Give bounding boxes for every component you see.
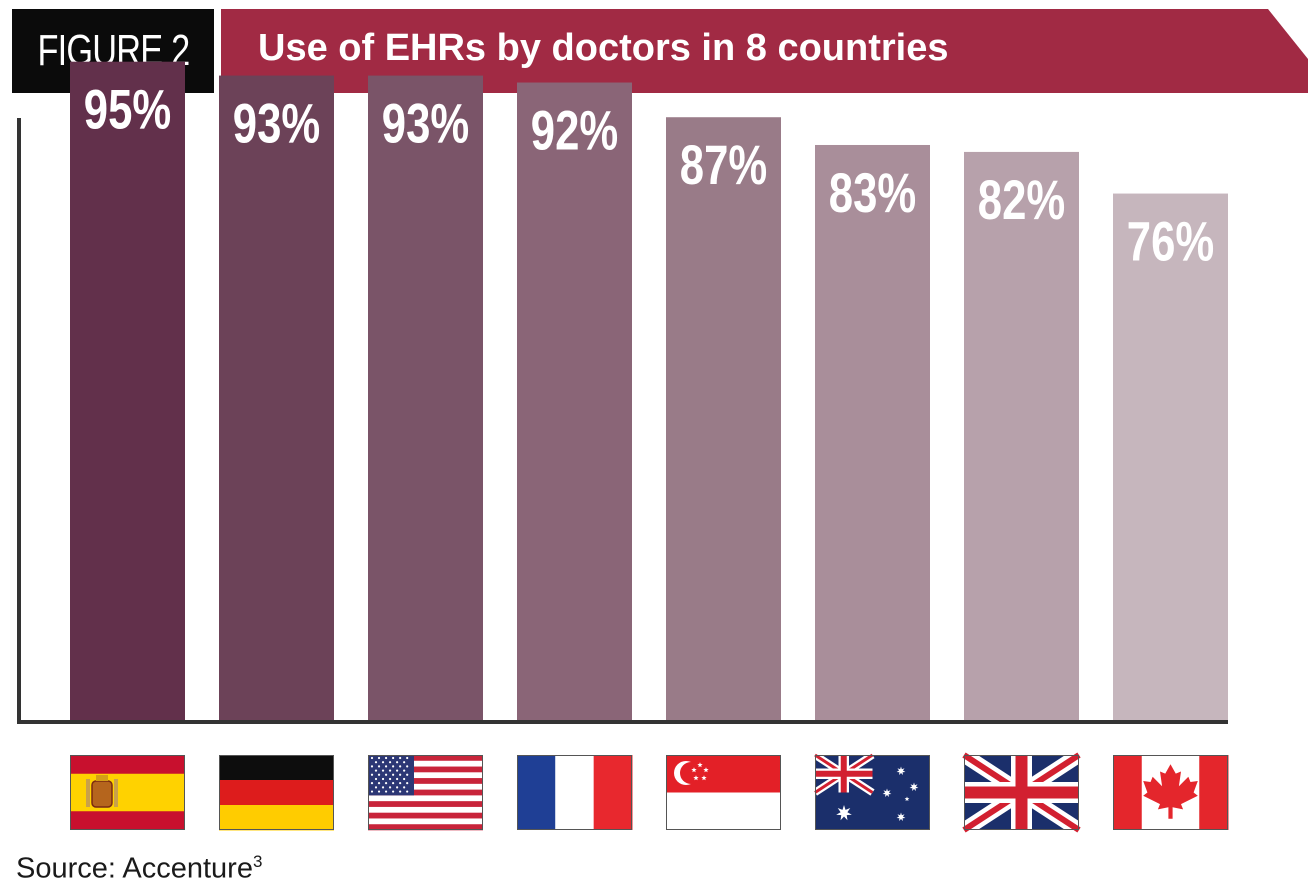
value-label: 76% [1127, 210, 1214, 272]
bar-united-states [368, 75, 483, 721]
value-label: 83% [829, 162, 916, 224]
value-label: 87% [680, 134, 767, 196]
value-labels-group: 95% 93% 93% 92% 87% 83% 82% 76% [84, 79, 1214, 273]
australia-flag-icon [812, 751, 930, 830]
usa-flag-icon [368, 755, 483, 831]
germany-flag-icon [219, 755, 334, 831]
source-note: Source: Accenture3 [16, 852, 262, 886]
value-label: 95% [84, 79, 171, 141]
bar-united-kingdom [964, 151, 1079, 722]
value-label: 93% [233, 92, 320, 154]
canada-flag-icon [1113, 755, 1229, 830]
source-superscript: 3 [252, 852, 263, 871]
bar-canada [1113, 193, 1228, 721]
value-label: 93% [382, 92, 469, 154]
value-label: 82% [978, 169, 1065, 231]
singapore-flag-icon [666, 755, 781, 830]
flags-group [70, 748, 1229, 837]
bars-group [70, 61, 1228, 722]
bar-singapore [666, 117, 781, 722]
source-text: Source: Accenture [16, 852, 253, 885]
bar-germany [219, 75, 334, 721]
uk-flag-icon [959, 748, 1084, 837]
bar-spain [70, 61, 185, 721]
value-label: 92% [531, 99, 618, 161]
bar-australia [815, 144, 930, 722]
spain-flag-icon [70, 755, 185, 830]
france-flag-icon [517, 755, 633, 830]
bar-france [517, 82, 632, 721]
chart-title: Use of EHRs by doctors in 8 countries [258, 27, 949, 69]
